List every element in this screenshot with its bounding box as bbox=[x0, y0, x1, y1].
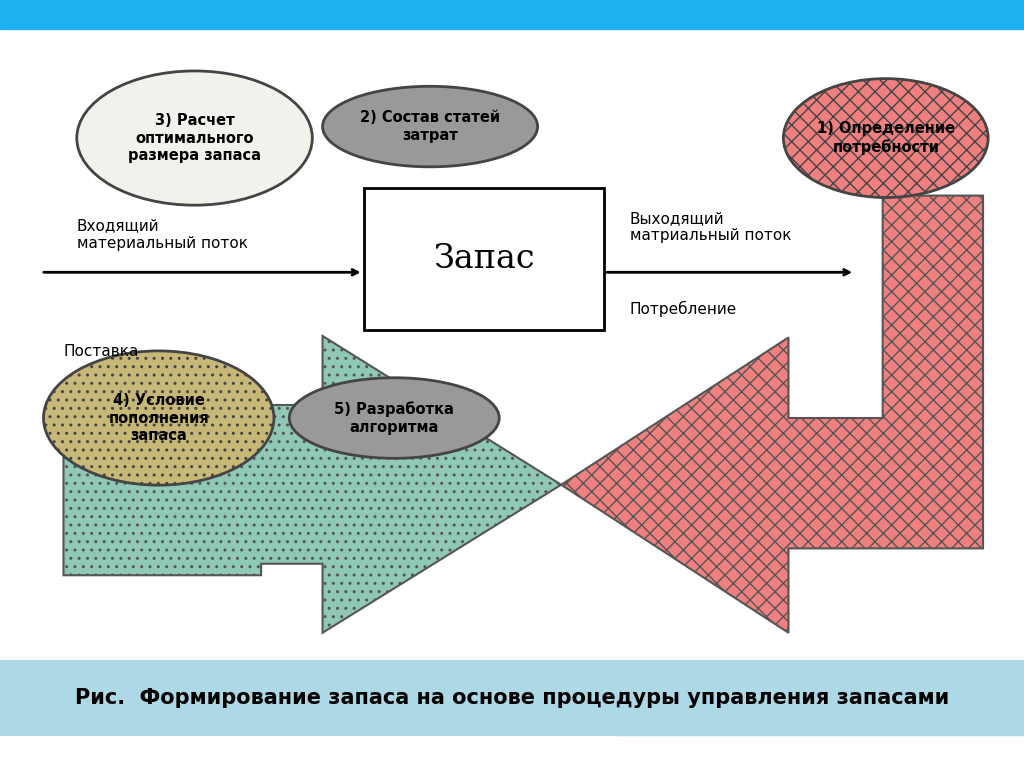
Text: 5) Разработка
алгоритма: 5) Разработка алгоритма bbox=[334, 401, 455, 435]
Text: Рис.  Формирование запаса на основе процедуры управления запасами: Рис. Формирование запаса на основе проце… bbox=[75, 688, 949, 708]
Ellipse shape bbox=[77, 71, 312, 206]
Text: 3) Расчет
оптимального
размера запаса: 3) Расчет оптимального размера запаса bbox=[128, 114, 261, 163]
Bar bbox=[364, 188, 604, 330]
Text: 4) Условие
пополнения
запаса: 4) Условие пополнения запаса bbox=[109, 393, 209, 443]
Text: 1) Определение
потребности: 1) Определение потребности bbox=[817, 121, 954, 155]
Polygon shape bbox=[63, 336, 561, 633]
Polygon shape bbox=[614, 663, 1024, 736]
Text: Поставка: Поставка bbox=[63, 344, 139, 359]
Polygon shape bbox=[561, 196, 983, 633]
Text: Входящий
материальный поток: Входящий материальный поток bbox=[77, 219, 248, 251]
Text: 2) Состав статей
затрат: 2) Состав статей затрат bbox=[360, 110, 500, 143]
Bar bbox=[0, 0, 1024, 29]
Ellipse shape bbox=[323, 87, 538, 167]
Ellipse shape bbox=[289, 378, 500, 458]
Text: Запас: Запас bbox=[433, 243, 535, 275]
Ellipse shape bbox=[43, 351, 274, 486]
Bar bbox=[0, 660, 1024, 736]
Text: Потребление: Потребление bbox=[630, 301, 737, 317]
Text: Выходящий
матриальный поток: Выходящий матриальный поток bbox=[630, 211, 792, 243]
Ellipse shape bbox=[783, 79, 988, 198]
